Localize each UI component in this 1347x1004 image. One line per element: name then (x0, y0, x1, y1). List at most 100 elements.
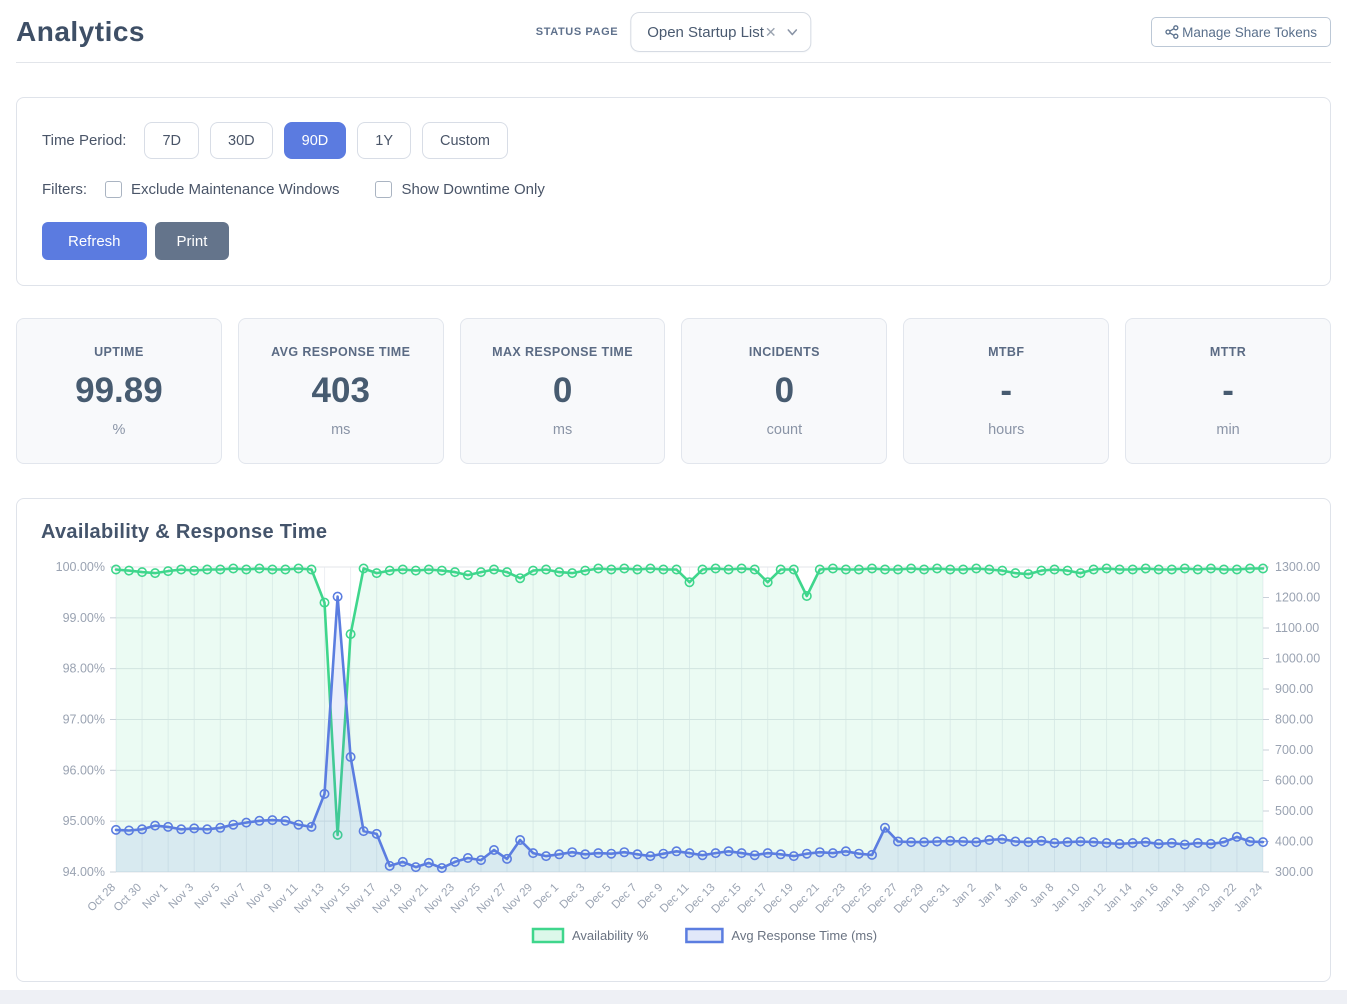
time-period-custom[interactable]: Custom (422, 122, 508, 159)
svg-text:Nov 5: Nov 5 (193, 882, 223, 912)
svg-text:900.00: 900.00 (1275, 682, 1313, 696)
stat-card-incidents: INCIDENTS 0 count (681, 318, 888, 464)
svg-text:600.00: 600.00 (1275, 774, 1313, 788)
svg-text:1100.00: 1100.00 (1275, 621, 1319, 635)
svg-text:Nov 7: Nov 7 (219, 882, 249, 912)
svg-text:Jan 20: Jan 20 (1180, 882, 1213, 915)
clear-selection-icon[interactable]: ✕ (764, 23, 777, 40)
show-downtime-checkbox-item[interactable]: Show Downtime Only (375, 181, 545, 198)
stat-unit: hours (988, 421, 1025, 438)
chart-title: Availability & Response Time (41, 521, 328, 543)
page-title: Analytics (16, 16, 145, 47)
svg-text:300.00: 300.00 (1275, 865, 1313, 879)
availability-chart: 94.00% 95.00% 96.00% 97.00% 98.00% 99.00% 100.… (41, 550, 1333, 967)
stat-value: - (1000, 371, 1013, 410)
svg-text:Jan 16: Jan 16 (1128, 882, 1161, 915)
exclude-maintenance-checkbox[interactable] (105, 181, 122, 198)
page-bottom-strip (0, 990, 1347, 1004)
svg-text:99.00%: 99.00% (63, 611, 105, 625)
manage-share-tokens-label: Manage Share Tokens (1182, 24, 1317, 40)
stats-row: UPTIME 99.89% AVG RESPONSE TIME 403 ms MAX RE… (16, 318, 1331, 464)
status-page-selected-value: Open Startup List (647, 23, 764, 41)
stat-label: MTTR (1209, 345, 1247, 359)
share-icon (1165, 25, 1179, 39)
time-period-label: Time Period: (42, 132, 127, 149)
svg-text:Availability %: Availability % (572, 928, 649, 943)
stat-unit: ms (331, 421, 351, 438)
svg-text:Nov 29: Nov 29 (501, 882, 535, 916)
svg-text:Oct 30: Oct 30 (112, 882, 144, 914)
chevron-down-icon[interactable] (785, 24, 801, 40)
time-period-7d[interactable]: 7D (144, 122, 200, 159)
stat-value: - (1222, 371, 1234, 410)
svg-text:96.00%: 96.00% (63, 763, 105, 777)
svg-text:Oct 28: Oct 28 (86, 882, 118, 914)
exclude-maintenance-label: Exclude Maintenance Windows (131, 181, 340, 198)
svg-text:Jan 2: Jan 2 (950, 882, 978, 910)
svg-text:Jan 4: Jan 4 (976, 881, 1005, 910)
svg-text:700.00: 700.00 (1275, 743, 1313, 757)
filters-row: Filters: Exclude Maintenance Windows Sho… (42, 181, 1305, 198)
svg-text:98.00%: 98.00% (63, 662, 105, 676)
svg-text:Dec 5: Dec 5 (584, 882, 614, 912)
status-page-label: STATUS PAGE (535, 26, 619, 38)
svg-text:Dec 3: Dec 3 (558, 882, 588, 912)
stat-unit: % (112, 421, 126, 438)
stat-card-mtbf: MTBF - hours (903, 318, 1110, 464)
stat-card-uptime: UPTIME 99.89% (16, 318, 222, 464)
show-downtime-label: Show Downtime Only (401, 181, 545, 198)
exclude-maintenance-checkbox-item[interactable]: Exclude Maintenance Windows (105, 181, 339, 198)
svg-text:400.00: 400.00 (1275, 835, 1313, 849)
stat-value: 0 (774, 371, 795, 410)
svg-text:Dec 7: Dec 7 (610, 882, 640, 912)
svg-text:97.00%: 97.00% (63, 713, 105, 727)
svg-text:1300.00: 1300.00 (1275, 560, 1320, 574)
app-header: Analytics STATUS PAGE Open Startup List … (0, 0, 1347, 62)
stat-card-avg-response-time: AVG RESPONSE TIME 403 ms (237, 318, 444, 464)
stat-card-mttr: MTTR - min (1125, 318, 1331, 464)
svg-text:Jan 12: Jan 12 (1076, 882, 1109, 915)
svg-text:Jan 22: Jan 22 (1206, 882, 1239, 915)
manage-share-tokens-button[interactable]: Manage Share Tokens (1151, 17, 1331, 47)
filter-panel: Time Period: 7D 30D 90D 1Y Custom Filters: E… (16, 97, 1331, 286)
stat-card-max-response-time: MAX RESPONSE TIME 0 ms (459, 318, 666, 464)
svg-text:100.00%: 100.00% (56, 560, 105, 574)
time-period-90d[interactable]: 90D (283, 122, 347, 159)
stat-label: MTBF (988, 345, 1025, 359)
stat-unit: count (766, 421, 803, 438)
svg-text:1200.00: 1200.00 (1275, 591, 1320, 605)
stat-unit: ms (552, 421, 573, 438)
svg-text:Jan 24: Jan 24 (1232, 881, 1265, 914)
svg-text:800.00: 800.00 (1275, 713, 1313, 727)
stat-value: 403 (311, 371, 370, 410)
svg-text:Jan 10: Jan 10 (1050, 882, 1083, 915)
actions-row: Refresh Print (42, 222, 1305, 260)
refresh-button[interactable]: Refresh (42, 222, 147, 260)
svg-text:94.00%: 94.00% (63, 865, 105, 879)
svg-text:Dec 1: Dec 1 (532, 882, 562, 912)
time-period-1y[interactable]: 1Y (357, 122, 411, 159)
time-period-buttons: 7D 30D 90D 1Y Custom (144, 122, 508, 159)
filters-label: Filters: (42, 181, 87, 198)
time-period-row: Time Period: 7D 30D 90D 1Y Custom (42, 122, 1305, 159)
svg-text:500.00: 500.00 (1275, 804, 1313, 818)
status-page-selector-group: STATUS PAGE Open Startup List ✕ (535, 12, 812, 52)
svg-text:Jan 18: Jan 18 (1154, 882, 1187, 915)
stat-value: 0 (552, 371, 573, 410)
chart-card: Availability & Response Time 94.00% 95.00… (16, 498, 1331, 982)
svg-text:Nov 3: Nov 3 (167, 882, 197, 912)
time-period-30d[interactable]: 30D (210, 122, 273, 159)
stat-label: MAX RESPONSE TIME (492, 345, 633, 359)
status-page-select[interactable]: Open Startup List ✕ (630, 12, 812, 52)
svg-text:95.00%: 95.00% (63, 814, 105, 828)
print-button[interactable]: Print (154, 222, 230, 260)
stat-unit: min (1216, 421, 1240, 438)
stat-label: INCIDENTS (748, 345, 820, 359)
show-downtime-checkbox[interactable] (375, 181, 393, 198)
svg-text:Avg Response Time (ms): Avg Response Time (ms) (731, 928, 877, 943)
svg-text:1000.00: 1000.00 (1275, 652, 1320, 666)
svg-text:Jan 6: Jan 6 (1002, 882, 1030, 910)
svg-text:Dec 31: Dec 31 (918, 882, 952, 916)
stat-label: AVG RESPONSE TIME (271, 345, 411, 359)
